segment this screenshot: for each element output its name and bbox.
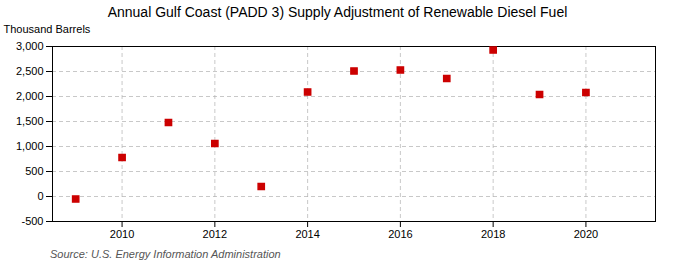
svg-text:1,500: 1,500 <box>16 115 44 127</box>
svg-text:2016: 2016 <box>388 228 412 240</box>
svg-text:2012: 2012 <box>203 228 227 240</box>
html-text:Annual Gulf Coast (PADD 3) Sup: Annual Gulf Coast (PADD 3) Supply Adjust… <box>107 4 568 20</box>
svg-text:3,000: 3,000 <box>16 40 44 52</box>
svg-text:-500: -500 <box>21 215 43 227</box>
svg-text:2020: 2020 <box>574 228 598 240</box>
svg-text:2,500: 2,500 <box>16 65 44 77</box>
svg-text:2018: 2018 <box>481 228 505 240</box>
svg-text:2,000: 2,000 <box>16 90 44 102</box>
svg-text:2014: 2014 <box>295 228 319 240</box>
svg-text:Thousand Barrels: Thousand Barrels <box>4 23 91 35</box>
svg-text:0: 0 <box>37 190 43 202</box>
svg-text:2010: 2010 <box>110 228 134 240</box>
html-text:Source: U.S. Energy Informatio: Source: U.S. Energy Information Administ… <box>50 248 281 260</box>
svg-text:500: 500 <box>25 165 43 177</box>
svg-text:1,000: 1,000 <box>16 140 44 152</box>
